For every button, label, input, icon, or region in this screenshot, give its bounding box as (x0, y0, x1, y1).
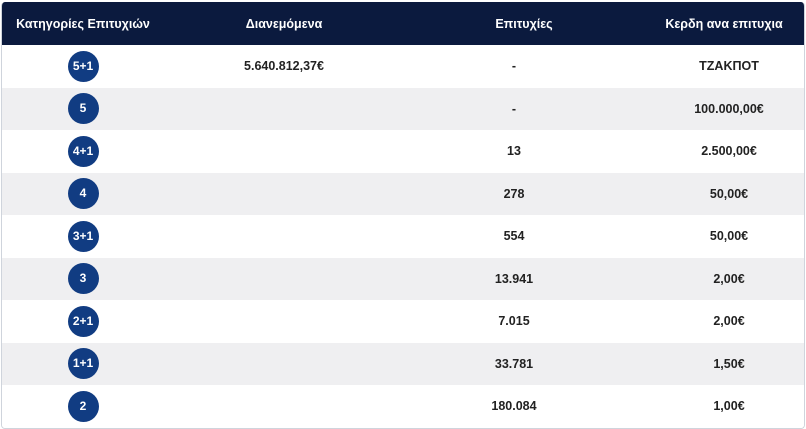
distributed-cell (164, 385, 404, 428)
wins-cell: 13.941 (404, 257, 644, 300)
wins-cell: 180.084 (404, 385, 644, 428)
category-cell: 5 (2, 87, 164, 130)
category-badge: 2+1 (67, 305, 99, 337)
category-badge: 2 (67, 390, 99, 422)
table-row: 5 - 100.000,00€ (2, 87, 804, 130)
header-distributed: Διανεμόμενα (164, 2, 404, 45)
prize-cell: 50,00€ (644, 215, 804, 258)
header-wins: Επιτυχίες (404, 2, 644, 45)
wins-cell: 13 (404, 130, 644, 173)
wins-cell: 278 (404, 172, 644, 215)
table-row: 2 180.084 1,00€ (2, 385, 804, 428)
prize-cell: 2.500,00€ (644, 130, 804, 173)
distributed-cell (164, 300, 404, 343)
distributed-cell: 5.640.812,37€ (164, 45, 404, 88)
category-badge: 4 (67, 178, 99, 210)
wins-cell: - (404, 87, 644, 130)
prize-cell: 1,50€ (644, 342, 804, 385)
wins-cell: 33.781 (404, 342, 644, 385)
prize-cell: 100.000,00€ (644, 87, 804, 130)
table-row: 2+1 7.015 2,00€ (2, 300, 804, 343)
prize-cell: 50,00€ (644, 172, 804, 215)
distributed-cell (164, 257, 404, 300)
table-row: 1+1 33.781 1,50€ (2, 342, 804, 385)
distributed-cell (164, 87, 404, 130)
wins-cell: 7.015 (404, 300, 644, 343)
category-cell: 4 (2, 172, 164, 215)
category-badge: 5 (67, 93, 99, 125)
prize-cell: 1,00€ (644, 385, 804, 428)
category-cell: 2+1 (2, 300, 164, 343)
distributed-cell (164, 215, 404, 258)
category-badge: 1+1 (67, 348, 99, 380)
category-badge: 5+1 (67, 50, 99, 82)
prize-cell: 2,00€ (644, 257, 804, 300)
distributed-cell (164, 342, 404, 385)
category-badge: 3 (67, 263, 99, 295)
header-prize: Κερδη ανα επιτυχια (644, 2, 804, 45)
category-cell: 4+1 (2, 130, 164, 173)
category-cell: 3+1 (2, 215, 164, 258)
category-badge: 4+1 (67, 135, 99, 167)
table-row: 3+1 554 50,00€ (2, 215, 804, 258)
wins-cell: - (404, 45, 644, 88)
wins-cell: 554 (404, 215, 644, 258)
category-cell: 3 (2, 257, 164, 300)
category-cell: 5+1 (2, 45, 164, 88)
table-row: 3 13.941 2,00€ (2, 257, 804, 300)
prize-cell: ΤΖΑΚΠΟΤ (644, 45, 804, 88)
category-badge: 3+1 (67, 220, 99, 252)
category-cell: 2 (2, 385, 164, 428)
category-cell: 1+1 (2, 342, 164, 385)
distributed-cell (164, 172, 404, 215)
distributed-cell (164, 130, 404, 173)
table-row: 5+1 5.640.812,37€ - ΤΖΑΚΠΟΤ (2, 45, 804, 88)
table-row: 4+1 13 2.500,00€ (2, 130, 804, 173)
table-header-row: Κατηγορίες Επιτυχιών Διανεμόμενα Επιτυχί… (2, 2, 804, 45)
prize-cell: 2,00€ (644, 300, 804, 343)
table-row: 4 278 50,00€ (2, 172, 804, 215)
header-categories: Κατηγορίες Επιτυχιών (2, 2, 164, 45)
